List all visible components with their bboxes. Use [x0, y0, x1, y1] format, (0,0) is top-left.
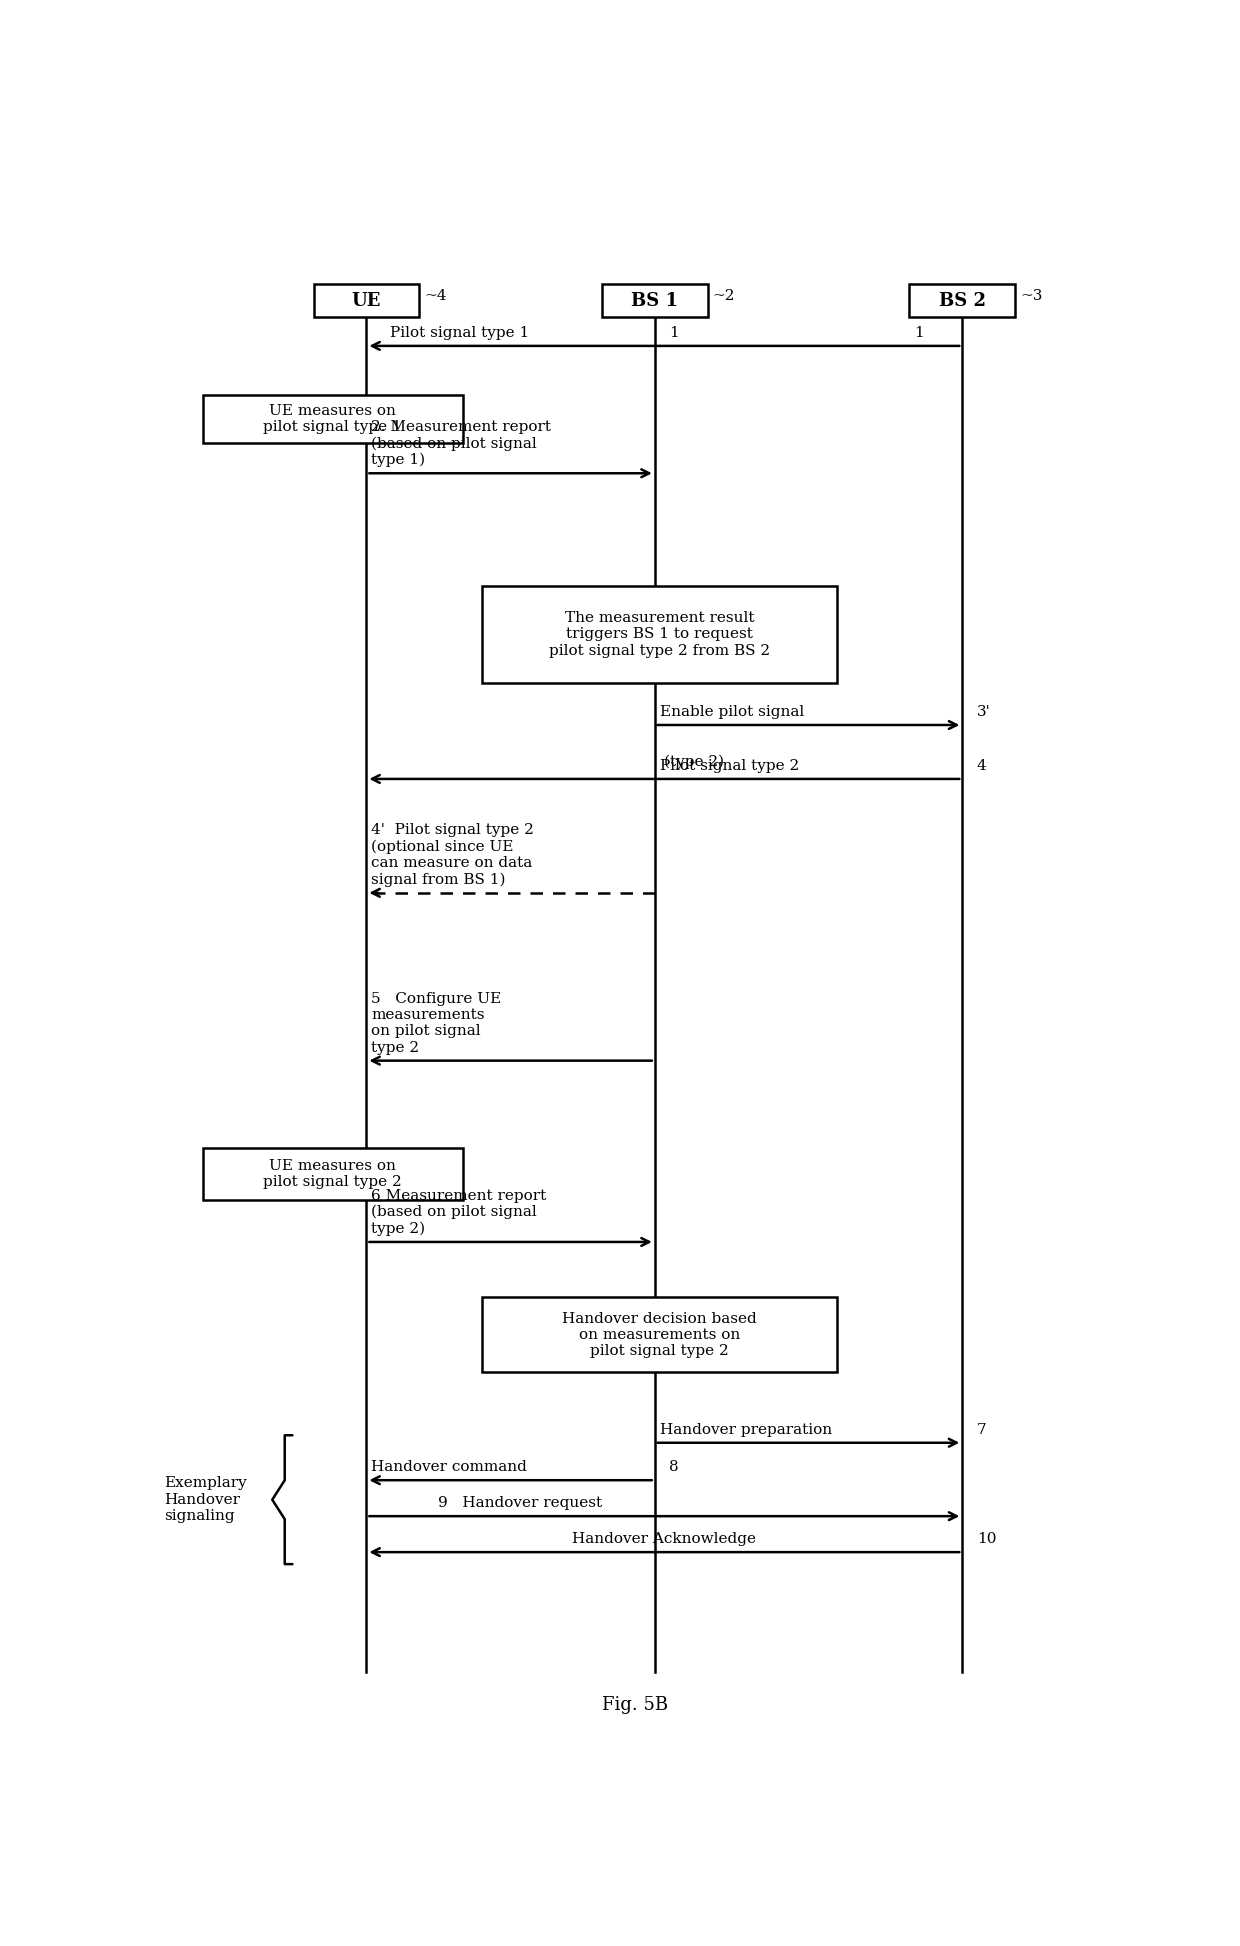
Text: 4'  Pilot signal type 2
(optional since UE
can measure on data
signal from BS 1): 4' Pilot signal type 2 (optional since U… — [371, 823, 534, 887]
Bar — [481, 1298, 837, 1372]
Text: The measurement result
triggers BS 1 to request
pilot signal type 2 from BS 2: The measurement result triggers BS 1 to … — [549, 611, 770, 658]
Text: ~2: ~2 — [713, 290, 735, 304]
Text: Enable pilot signal: Enable pilot signal — [660, 704, 804, 718]
Text: Handover command: Handover command — [371, 1460, 527, 1475]
Text: 2. Measurement report
(based on pilot signal
type 1): 2. Measurement report (based on pilot si… — [371, 420, 552, 467]
Bar — [203, 1148, 463, 1201]
Text: 8: 8 — [670, 1460, 678, 1475]
Text: BS 2: BS 2 — [939, 292, 986, 309]
Bar — [203, 395, 463, 444]
Text: Pilot signal type 2: Pilot signal type 2 — [660, 759, 799, 773]
Text: Pilot signal type 1: Pilot signal type 1 — [391, 325, 529, 341]
Text: 6 Measurement report
(based on pilot signal
type 2): 6 Measurement report (based on pilot sig… — [371, 1189, 547, 1236]
Text: UE measures on
pilot signal type 2: UE measures on pilot signal type 2 — [263, 1158, 402, 1189]
Text: Fig. 5B: Fig. 5B — [603, 1697, 668, 1714]
Text: 9   Handover request: 9 Handover request — [438, 1496, 603, 1510]
Text: Exemplary
Handover
signaling: Exemplary Handover signaling — [165, 1477, 247, 1524]
Text: 1: 1 — [914, 325, 924, 341]
Text: 1: 1 — [670, 325, 678, 341]
Text: ~4: ~4 — [424, 290, 446, 304]
Text: 3': 3' — [977, 704, 991, 718]
Text: UE measures on
pilot signal type 1: UE measures on pilot signal type 1 — [263, 405, 402, 434]
Text: 7: 7 — [977, 1423, 986, 1436]
Text: (type 2): (type 2) — [665, 755, 724, 769]
Text: Handover decision based
on measurements on
pilot signal type 2: Handover decision based on measurements … — [562, 1312, 756, 1358]
Text: 5   Configure UE
measurements
on pilot signal
type 2: 5 Configure UE measurements on pilot sig… — [371, 992, 501, 1055]
Text: 4: 4 — [977, 759, 986, 773]
Text: 10: 10 — [977, 1532, 996, 1547]
Bar — [909, 284, 1016, 317]
Bar — [481, 586, 837, 683]
Text: BS 1: BS 1 — [631, 292, 678, 309]
Bar — [314, 284, 419, 317]
Text: Handover preparation: Handover preparation — [660, 1423, 832, 1436]
Text: UE: UE — [352, 292, 381, 309]
Text: Handover Acknowledge: Handover Acknowledge — [573, 1532, 756, 1547]
Text: ~3: ~3 — [1019, 290, 1043, 304]
Bar — [601, 284, 708, 317]
